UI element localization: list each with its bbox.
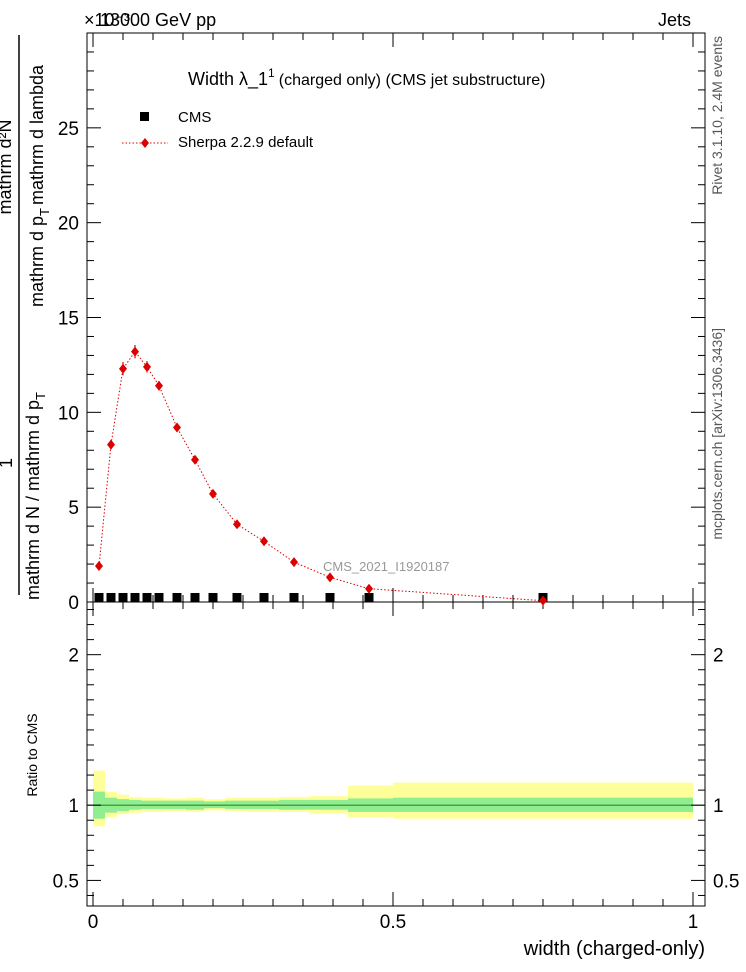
cms-data-point <box>154 593 164 602</box>
sherpa-data-point <box>260 536 268 547</box>
sherpa-data-point <box>119 363 127 374</box>
main-y-axis-label: 1 mathrm d²N mathrm d N / mathrm d pT ma… <box>0 35 52 600</box>
cms-data-point <box>190 593 200 602</box>
header-left: 13000 GeV pp <box>100 10 216 30</box>
cms-points <box>94 593 548 602</box>
sherpa-data-point <box>131 346 139 357</box>
main-y-tick-label: 25 <box>58 119 79 140</box>
cms-data-point <box>94 593 104 602</box>
sherpa-data-point <box>173 422 181 433</box>
ratio-y-tick-label-right: 2 <box>713 646 724 667</box>
ratio-plot-frame <box>86 601 706 907</box>
sherpa-data-point <box>539 595 547 606</box>
mcplots-label: mcplots.cern.ch [arXiv:1306.3436] <box>709 328 725 540</box>
sherpa-data-point <box>107 439 115 450</box>
ylabel-denominator-right: mathrm d pTmathrm d lambda <box>27 64 52 307</box>
main-y-tick-label: 15 <box>58 309 79 330</box>
ratio-y-tick-label: 0.5 <box>53 871 79 892</box>
ylabel-numerator-text: mathrm d²N <box>0 119 15 214</box>
x-tick-label: 0 <box>88 912 99 933</box>
ylabel-denominator-left: mathrm d N / mathrm d pT <box>23 392 48 600</box>
cms-data-point <box>259 593 269 602</box>
cms-data-point <box>289 593 299 602</box>
sherpa-data-point <box>191 454 199 465</box>
analysis-watermark: CMS_2021_I1920187 <box>323 559 450 574</box>
sherpa-data-point <box>326 572 334 583</box>
ylabel-denom-part3: mathrm d lambda <box>27 64 47 205</box>
main-y-tick-label: 0 <box>68 593 79 614</box>
main-y-tick-label: 20 <box>58 214 79 235</box>
ratio-y-tick-label: 1 <box>68 796 79 817</box>
chart-title-tail: (charged only) (CMS jet substructure) <box>279 72 546 89</box>
ylabel-denom-sub1: T <box>33 392 48 400</box>
cms-data-point <box>172 593 182 602</box>
sherpa-data-point <box>290 557 298 568</box>
sherpa-data-point <box>365 583 373 594</box>
ylabel-denom-part2: mathrm d p <box>27 216 47 307</box>
sherpa-data-point <box>155 380 163 391</box>
cms-data-point <box>118 593 128 602</box>
chart-title: Width λ_11 (charged only) (CMS jet substr… <box>188 66 546 90</box>
ratio-bands <box>87 770 705 827</box>
sherpa-points <box>95 345 547 606</box>
x-tick-label: 1 <box>688 912 699 933</box>
sherpa-data-point <box>209 488 217 499</box>
ratio-y-tick-label-right: 0.5 <box>713 871 739 892</box>
sherpa-line <box>98 350 544 602</box>
legend-sherpa-label: Sherpa 2.2.9 default <box>178 134 314 151</box>
sherpa-data-point <box>233 519 241 530</box>
legend-cms-marker <box>140 112 149 121</box>
cms-data-point <box>130 593 140 602</box>
legend-cms-label: CMS <box>178 109 211 126</box>
cms-data-point <box>364 593 374 602</box>
cms-data-point <box>208 593 218 602</box>
header-right: Jets <box>658 10 691 30</box>
ratio-y-tick-label: 2 <box>68 646 79 667</box>
x-axis-label: width (charged-only) <box>523 938 705 960</box>
x-tick-label: 0.5 <box>380 912 406 933</box>
ylabel-numerator: mathrm d²N <box>0 119 15 214</box>
legend-sherpa-marker <box>141 138 149 148</box>
cms-data-point <box>325 593 335 602</box>
rivet-version-label: Rivet 3.1.10, 2.4M events <box>709 36 725 195</box>
header-exponent: ×10⁻³ <box>84 10 130 30</box>
sherpa-series-line <box>98 350 544 602</box>
main-y-tick-label: 10 <box>58 403 79 424</box>
main-y-ticks: 0 5 10 15 20 25 <box>58 33 705 614</box>
ylabel-denom-part1: mathrm d N / mathrm d p <box>23 400 43 600</box>
chart-title-main: Width λ_1 <box>188 69 268 90</box>
chart-title-sup: 1 <box>268 66 275 80</box>
main-y-tick-label: 5 <box>68 498 79 519</box>
ylabel-one: 1 <box>0 458 16 468</box>
ylabel-denom-sub2: T <box>37 208 52 216</box>
cms-data-point <box>106 593 116 602</box>
sherpa-data-point <box>95 560 103 571</box>
ratio-y-axis-label: Ratio to CMS <box>24 713 40 796</box>
sherpa-data-point <box>143 361 151 372</box>
cms-data-point <box>232 593 242 602</box>
cms-data-point <box>142 593 152 602</box>
ratio-ticks: 0.5 0.5 1 1 2 2 0 0.5 1 <box>53 602 739 933</box>
ratio-y-tick-label-right: 1 <box>713 796 724 817</box>
